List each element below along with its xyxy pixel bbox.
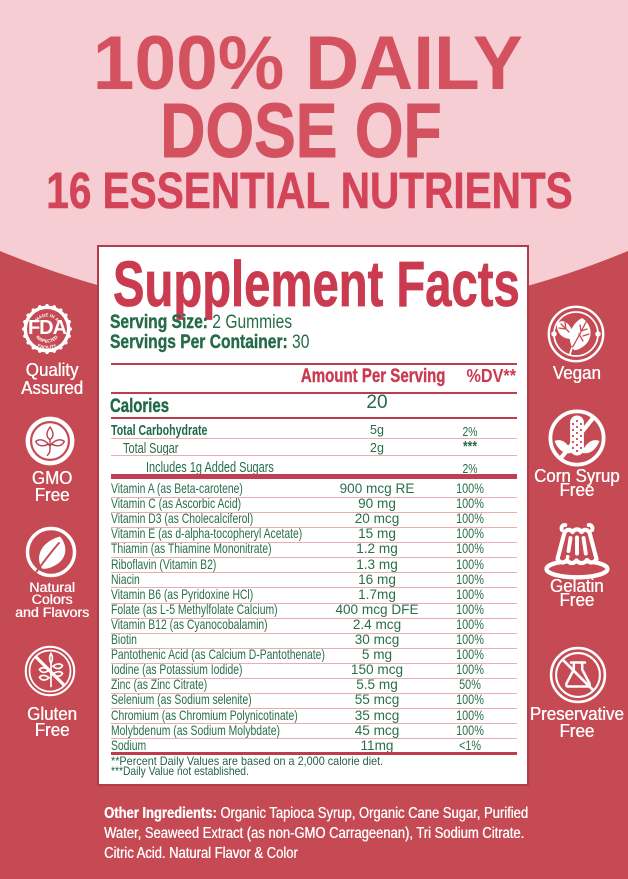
svg-text:D: D (53, 333, 59, 339)
svg-text:A: A (39, 343, 44, 349)
svg-text:M: M (34, 315, 40, 321)
svg-text:P: P (41, 337, 45, 343)
svg-text:N: N (50, 313, 55, 319)
svg-text:L: L (47, 344, 50, 349)
svg-text:FDA: FDA (28, 316, 67, 338)
svg-text:I: I (49, 344, 51, 349)
svg-text:I: I (46, 344, 47, 349)
svg-text:A: A (38, 313, 44, 319)
svg-text:D: D (41, 312, 45, 318)
svg-text:N: N (36, 335, 42, 341)
svg-text:C: C (43, 344, 48, 349)
svg-text:I: I (49, 313, 52, 318)
svg-text:T: T (50, 343, 54, 349)
svg-text:I: I (35, 334, 40, 338)
svg-text:F: F (37, 342, 42, 348)
svg-text:T: T (49, 337, 54, 343)
svg-text:A: A (54, 316, 60, 322)
svg-text:E: E (45, 338, 48, 343)
svg-text:E: E (46, 312, 49, 317)
svg-text:Y: Y (52, 342, 57, 348)
svg-text:C: C (47, 338, 52, 344)
svg-text:E: E (51, 336, 56, 342)
svg-text:S: S (39, 336, 44, 342)
